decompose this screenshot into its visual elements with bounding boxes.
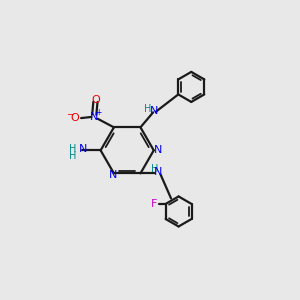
Text: H: H [70,151,77,161]
Text: −: − [66,109,74,118]
Text: H: H [144,104,152,114]
Text: H: H [70,144,77,154]
Text: +: + [96,108,102,117]
Text: N: N [90,112,98,122]
Text: O: O [91,94,100,105]
Text: H: H [151,164,158,174]
Text: O: O [70,113,79,123]
Text: F: F [151,199,158,209]
Text: N: N [154,167,162,177]
Text: N: N [79,144,87,154]
Text: N: N [150,106,158,116]
Text: N: N [109,169,117,179]
Text: N: N [154,145,162,155]
